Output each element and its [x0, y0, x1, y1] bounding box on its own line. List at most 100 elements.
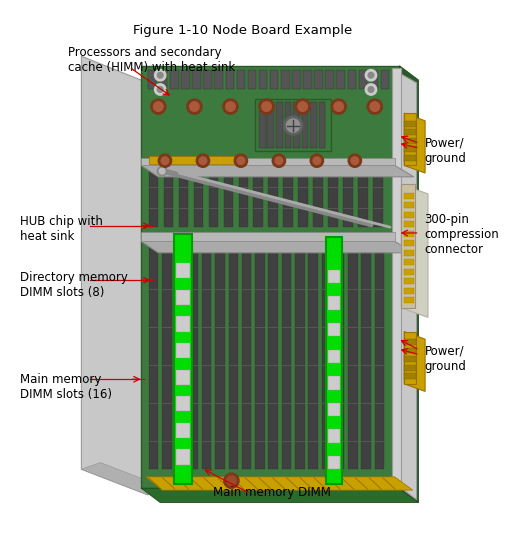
- Bar: [267, 102, 274, 148]
- Circle shape: [364, 84, 376, 95]
- Bar: [176, 423, 189, 438]
- Bar: [192, 71, 201, 89]
- Bar: [328, 170, 337, 227]
- Bar: [203, 71, 211, 89]
- Bar: [373, 170, 382, 227]
- Bar: [404, 356, 415, 362]
- Polygon shape: [146, 477, 412, 490]
- Text: Directory memory
DIMM slots (8): Directory memory DIMM slots (8): [20, 271, 128, 299]
- Bar: [404, 202, 413, 208]
- Bar: [336, 71, 344, 89]
- Polygon shape: [404, 332, 425, 392]
- Bar: [188, 246, 198, 469]
- Bar: [228, 246, 238, 469]
- Polygon shape: [141, 232, 394, 241]
- Bar: [292, 71, 300, 89]
- Bar: [176, 343, 189, 358]
- Bar: [404, 121, 415, 126]
- Bar: [328, 323, 339, 337]
- Polygon shape: [401, 185, 427, 317]
- Bar: [343, 170, 352, 227]
- Bar: [254, 99, 330, 151]
- Circle shape: [261, 102, 271, 111]
- Circle shape: [196, 154, 209, 167]
- Circle shape: [237, 157, 244, 164]
- Bar: [404, 155, 415, 160]
- Circle shape: [199, 157, 206, 164]
- Bar: [313, 170, 322, 227]
- Bar: [258, 71, 267, 89]
- Circle shape: [157, 166, 166, 176]
- Text: Processors and secondary
cache (HIMM) with heat sink: Processors and secondary cache (HIMM) wi…: [68, 46, 235, 74]
- Polygon shape: [399, 66, 418, 502]
- Bar: [358, 71, 366, 89]
- Bar: [141, 66, 149, 488]
- Circle shape: [234, 154, 247, 167]
- Bar: [404, 221, 413, 227]
- Polygon shape: [141, 241, 413, 253]
- Circle shape: [367, 87, 373, 93]
- Bar: [298, 170, 307, 227]
- Bar: [404, 348, 415, 354]
- Bar: [361, 246, 370, 469]
- Bar: [169, 71, 178, 89]
- Bar: [176, 263, 189, 278]
- Bar: [236, 71, 245, 89]
- Bar: [214, 71, 222, 89]
- Circle shape: [294, 99, 309, 114]
- Bar: [380, 71, 388, 89]
- Bar: [404, 231, 413, 236]
- Bar: [259, 102, 265, 148]
- Circle shape: [367, 72, 373, 78]
- Circle shape: [154, 70, 165, 81]
- Bar: [215, 246, 224, 469]
- Bar: [404, 297, 413, 303]
- Circle shape: [309, 154, 323, 167]
- Bar: [280, 71, 289, 89]
- Bar: [175, 246, 185, 469]
- Bar: [404, 269, 413, 274]
- Bar: [225, 71, 234, 89]
- Bar: [404, 212, 413, 218]
- Bar: [253, 170, 263, 227]
- Bar: [321, 246, 330, 469]
- Bar: [208, 170, 218, 227]
- Circle shape: [286, 119, 299, 132]
- Bar: [163, 170, 173, 227]
- Circle shape: [283, 116, 302, 135]
- Circle shape: [157, 72, 163, 78]
- Bar: [193, 170, 203, 227]
- Circle shape: [223, 473, 239, 488]
- Polygon shape: [141, 158, 394, 165]
- Circle shape: [348, 154, 361, 167]
- Polygon shape: [174, 234, 191, 484]
- Text: 300-pin
compression
connector: 300-pin compression connector: [423, 213, 498, 256]
- Text: Figure 1-10 Node Board Example: Figure 1-10 Node Board Example: [133, 24, 352, 37]
- Bar: [404, 332, 415, 384]
- Circle shape: [225, 102, 235, 111]
- Circle shape: [226, 476, 236, 485]
- Bar: [308, 246, 317, 469]
- Bar: [241, 246, 251, 469]
- Bar: [334, 246, 344, 469]
- Bar: [301, 102, 308, 148]
- Bar: [283, 170, 292, 227]
- Bar: [347, 71, 355, 89]
- Circle shape: [158, 154, 171, 167]
- Polygon shape: [81, 56, 148, 495]
- Bar: [178, 170, 188, 227]
- Bar: [369, 71, 378, 89]
- Bar: [247, 71, 256, 89]
- Polygon shape: [326, 236, 341, 484]
- Bar: [404, 278, 413, 284]
- Bar: [293, 102, 299, 148]
- Polygon shape: [404, 113, 425, 173]
- Bar: [176, 370, 189, 385]
- Bar: [328, 403, 339, 416]
- Circle shape: [153, 102, 163, 111]
- Circle shape: [274, 157, 282, 164]
- Bar: [176, 449, 189, 464]
- Circle shape: [364, 70, 376, 81]
- Bar: [404, 113, 415, 165]
- Text: Main memory DIMM: Main memory DIMM: [212, 486, 330, 499]
